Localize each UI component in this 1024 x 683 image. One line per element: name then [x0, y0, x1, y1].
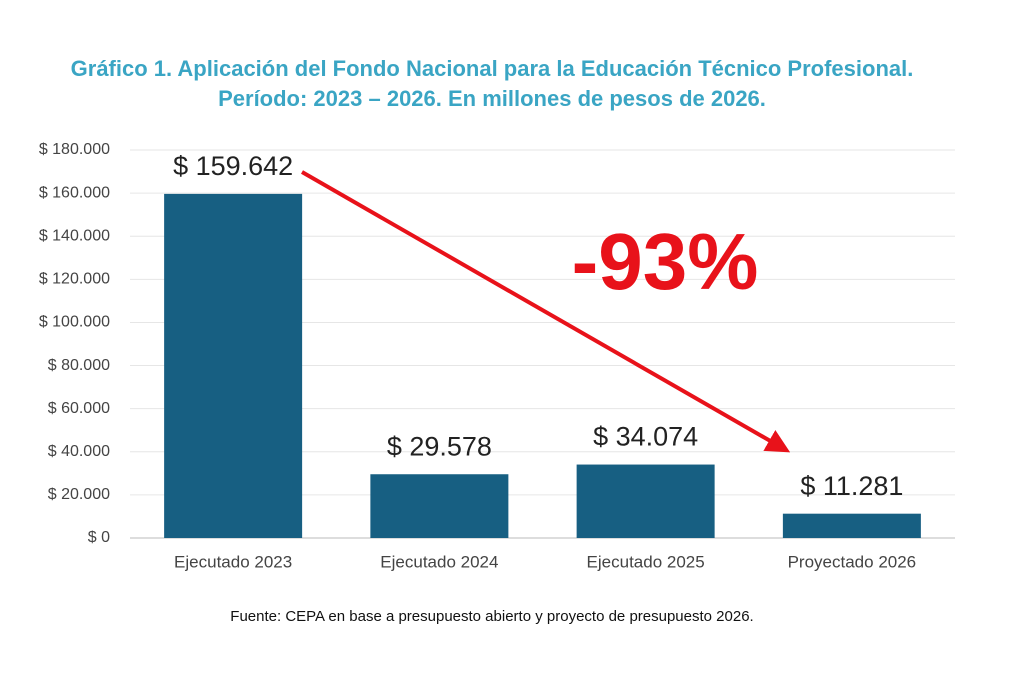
- value-label: $ 159.642: [173, 151, 293, 181]
- annotation: -93%: [572, 217, 759, 306]
- y-tick-label: $ 100.000: [39, 314, 110, 331]
- y-tick-label: $ 20.000: [48, 486, 110, 503]
- bar: [782, 513, 921, 538]
- trend-arrow: [301, 170, 791, 453]
- source: Fuente: CEPA en base a presupuesto abier…: [230, 608, 753, 625]
- y-tick-label: $ 160.000: [39, 184, 110, 201]
- x-tick-label: Proyectado 2026: [788, 552, 917, 571]
- y-tick-label: $ 80.000: [48, 357, 110, 374]
- chart-title: Gráfico 1. Aplicación del Fondo Nacional…: [71, 56, 914, 81]
- chart-subtitle: Período: 2023 – 2026. En millones de pes…: [218, 86, 766, 111]
- x-tick-label: Ejecutado 2024: [380, 552, 498, 571]
- y-tick-label: $ 180.000: [39, 141, 110, 158]
- y-tick-label: $ 40.000: [48, 443, 110, 460]
- y-tick-label: $ 120.000: [39, 271, 110, 288]
- x-tick-label: Ejecutado 2023: [174, 552, 292, 571]
- bar: [164, 193, 303, 538]
- y-tick-label: $ 0: [88, 529, 110, 546]
- y-tick-label: $ 60.000: [48, 400, 110, 417]
- bar: [370, 474, 509, 538]
- value-label: $ 29.578: [387, 431, 492, 461]
- value-label: $ 34.074: [593, 422, 698, 452]
- value-label: $ 11.281: [800, 471, 903, 501]
- x-tick-label: Ejecutado 2025: [587, 552, 705, 571]
- bar: [576, 464, 715, 538]
- y-tick-label: $ 140.000: [39, 227, 110, 244]
